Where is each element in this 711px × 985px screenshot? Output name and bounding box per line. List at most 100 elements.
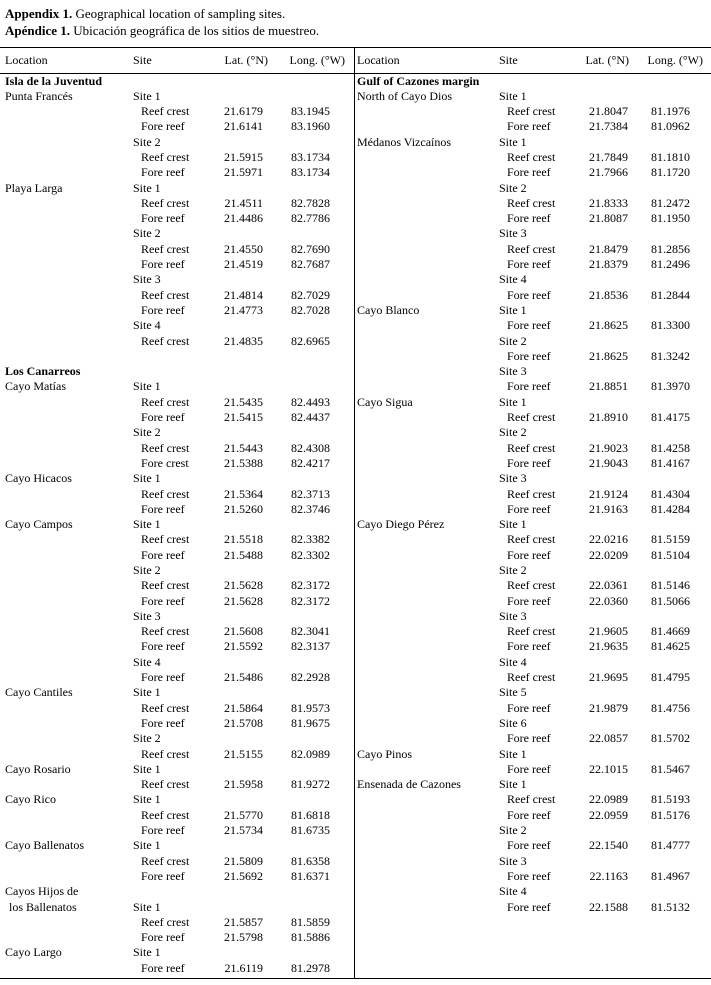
col-header-site: Site [496,48,582,74]
longitude-cell: 81.5702 [651,731,690,746]
table-row: Cayo Cantiles Site 1 [0,685,354,700]
table-row: Cayo Matías Site 1 [0,379,354,394]
site-cell: Site 5 [499,685,527,700]
latitude-cell [216,181,268,196]
longitude-cell: 81.4795 [651,670,690,685]
longitude-cell [268,318,354,333]
table-row: Site 2 [0,731,354,746]
longitude-cell: 82.3137 [291,639,330,654]
longitude-cell: 81.9675 [291,715,330,730]
table-row: Fore reef 21.9635 81.4625 [355,639,711,654]
latitude-cell: 21.9695 [589,670,628,685]
table-row: Reef crest 21.5155 82.0989 [0,747,354,762]
longitude-cell: 81.5104 [651,547,690,562]
site-cell [130,884,216,899]
longitude-cell [268,226,354,241]
table-row: Fore reef 21.8536 81.2844 [355,288,711,303]
longitude-cell: 83.1960 [291,119,330,134]
location-cell: Playa Larga [5,180,63,195]
right-table-body: Gulf of Cazones margin North of Cayo Dios… [355,73,711,915]
table-row: Reef crest 21.5770 81.6818 [0,808,354,823]
latitude-cell: 21.5915 [224,149,263,164]
location-cell: North of Cayo Dios [357,88,452,103]
location-cell [355,288,496,303]
table-row: Fore reef 22.0360 81.5066 [355,594,711,609]
location-cell [0,594,130,609]
longitude-cell [629,73,711,89]
table-row: Punta Francés Site 1 [0,89,354,104]
reef-zone-cell: Reef crest [507,578,556,593]
location-cell [355,471,496,486]
site-cell: Site 1 [133,88,161,103]
col-header-longitude: Long. (°W) [268,48,354,74]
location-cell [355,900,496,915]
latitude-cell: 21.5435 [224,394,263,409]
table-row: Site 2 [355,425,711,440]
site-cell: Site 4 [499,884,527,899]
longitude-cell: 81.5159 [651,532,690,547]
longitude-cell [629,854,711,869]
latitude-cell: 21.8087 [589,211,628,226]
longitude-cell [268,884,354,899]
location-cell: Cayos Hijos de [5,884,79,899]
location-cell [0,395,130,410]
table-row: Fore reef 21.6119 81.2978 [0,961,354,976]
col-header-location: Location [0,48,130,74]
site-cell: Site 1 [499,517,527,532]
reef-zone-cell: Reef crest [141,578,190,593]
longitude-cell: 81.6735 [291,823,330,838]
latitude-cell: 21.5608 [224,624,263,639]
latitude-cell: 22.1163 [589,868,628,883]
table-row: Fore reef 21.4486 82.7786 [0,211,354,226]
latitude-cell: 21.8536 [589,287,628,302]
location-cell: Cayo Largo [5,945,62,960]
location-cell [355,578,496,593]
left-table: Location Site Lat. (°N) Long. (°W) Isla … [0,48,354,976]
latitude-cell: 21.8851 [589,379,628,394]
table-row: Fore reef 21.8087 81.1950 [355,211,711,226]
site-cell: Site 1 [133,685,161,700]
reef-zone-cell: Fore reef [141,670,185,685]
reef-zone-cell: Fore crest [141,455,189,470]
table-row: Cayo Rico Site 1 [0,792,354,807]
site-cell: Site 1 [499,777,527,792]
latitude-cell [582,303,629,318]
location-cell: Cayo Matías [5,379,66,394]
reef-zone-cell: Fore reef [141,211,185,226]
longitude-cell [629,226,711,241]
reef-zone-cell: Reef crest [507,241,556,256]
location-cell: Cayo Cantiles [5,685,73,700]
latitude-cell [216,89,268,104]
location-cell [355,869,496,884]
reef-zone-cell: Reef crest [507,670,556,685]
longitude-cell [268,379,354,394]
location-cell [0,624,130,639]
latitude-cell [216,609,268,624]
spacer-row [0,349,354,364]
latitude-cell [216,792,268,807]
reef-zone-cell: Reef crest [507,410,556,425]
location-cell [355,211,496,226]
site-cell: Site 3 [133,608,161,623]
longitude-cell: 81.5467 [651,761,690,776]
table-row: Cayo Largo Site 1 [0,945,354,960]
site-cell: Site 1 [499,134,527,149]
reef-zone-cell: Reef crest [141,624,190,639]
left-table-body: Isla de la Juventud Punta Francés Site 1 Re… [0,73,354,976]
table-row: Fore reef 21.5415 82.4437 [0,410,354,425]
location-cell: Gulf of Cazones margin [357,73,480,88]
reef-zone-cell: Reef crest [507,486,556,501]
latitude-cell: 21.4773 [224,302,263,317]
reef-zone-cell: Reef crest [141,777,190,792]
latitude-cell [582,609,629,624]
longitude-cell: 81.5176 [651,807,690,822]
longitude-cell [629,303,711,318]
sampling-sites-table: Location Site Lat. (°N) Long. (°W) Isla … [0,47,711,979]
table-row: Site 3 [355,471,711,486]
site-cell: Site 1 [133,761,161,776]
site-cell: Site 4 [499,272,527,287]
table-row: Site 3 [0,609,354,624]
location-cell: Cayo Ballenatos [5,838,84,853]
location-cell [355,854,496,869]
site-cell: Site 1 [133,517,161,532]
